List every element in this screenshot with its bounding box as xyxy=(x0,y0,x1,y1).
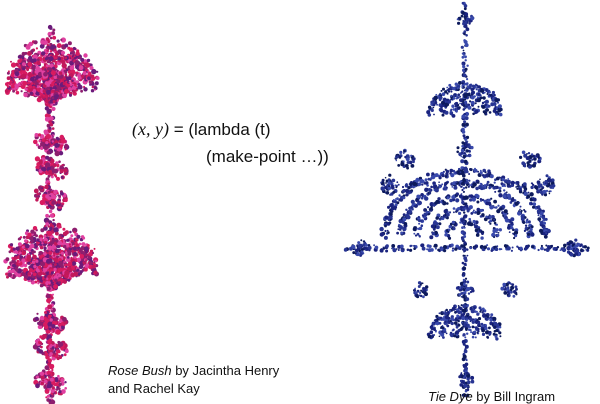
code-text: = (lambda (t) xyxy=(174,120,271,139)
caption: Rose Bush by Jacintha Henry and Rachel Ka… xyxy=(108,362,279,398)
caption-credit: and Rachel Kay xyxy=(108,381,200,396)
slide: (x, y) = (lambda (t) (make-point …)) Ros… xyxy=(0,0,600,404)
tie-dye-fractal xyxy=(344,2,590,398)
rose-bush-fractal xyxy=(3,25,99,404)
caption: Tie Dye by Bill Ingram xyxy=(428,388,555,404)
caption-title: Rose Bush xyxy=(108,363,172,378)
caption-credit: by Bill Ingram xyxy=(473,389,555,404)
code-line: (make-point …)) xyxy=(206,147,329,167)
caption-title: Tie Dye xyxy=(428,389,473,404)
code-variables: (x, y) xyxy=(132,119,169,139)
code-line: (x, y) = (lambda (t) xyxy=(132,119,271,140)
caption-credit: by Jacintha Henry xyxy=(172,363,280,378)
fractal-images xyxy=(0,0,600,404)
